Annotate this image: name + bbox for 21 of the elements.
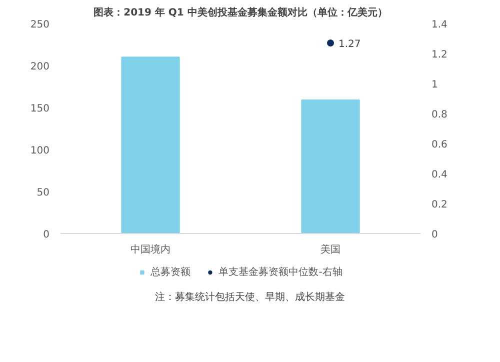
y2-tick-label: 0 — [432, 230, 438, 240]
y2-tick-label: 0.4 — [432, 170, 448, 180]
y-tick-label: 150 — [30, 104, 50, 114]
y-tick-label: 250 — [30, 20, 50, 30]
y2-tick-label: 0.8 — [432, 110, 448, 120]
y2-tick-label: 1 — [432, 80, 438, 90]
legend-label: 总募资额 — [150, 266, 191, 279]
y-tick-label: 50 — [36, 188, 50, 198]
y-tick-label: 0 — [43, 230, 50, 240]
text: 注：募集统计包括天使、早期、成长期基金 — [155, 291, 345, 305]
y2-tick-label: 1.4 — [432, 20, 448, 30]
legend-label: 单支基金募资额中位数-右轴 — [218, 266, 342, 279]
x-tick-label: 美国 — [320, 244, 340, 256]
chart-title: 图表：2019 年 Q1 中美创投基金募集金额对比（单位：亿美元） — [94, 6, 388, 18]
y2-tick-label: 1.2 — [432, 50, 448, 60]
y-tick-label: 100 — [30, 146, 50, 156]
data-label: 1.27 — [338, 39, 361, 50]
y2-tick-label: 0.2 — [432, 200, 448, 210]
x-tick-label: 中国境内 — [130, 244, 170, 256]
y2-tick-label: 0.6 — [432, 140, 448, 150]
y-tick-label: 200 — [30, 62, 50, 72]
